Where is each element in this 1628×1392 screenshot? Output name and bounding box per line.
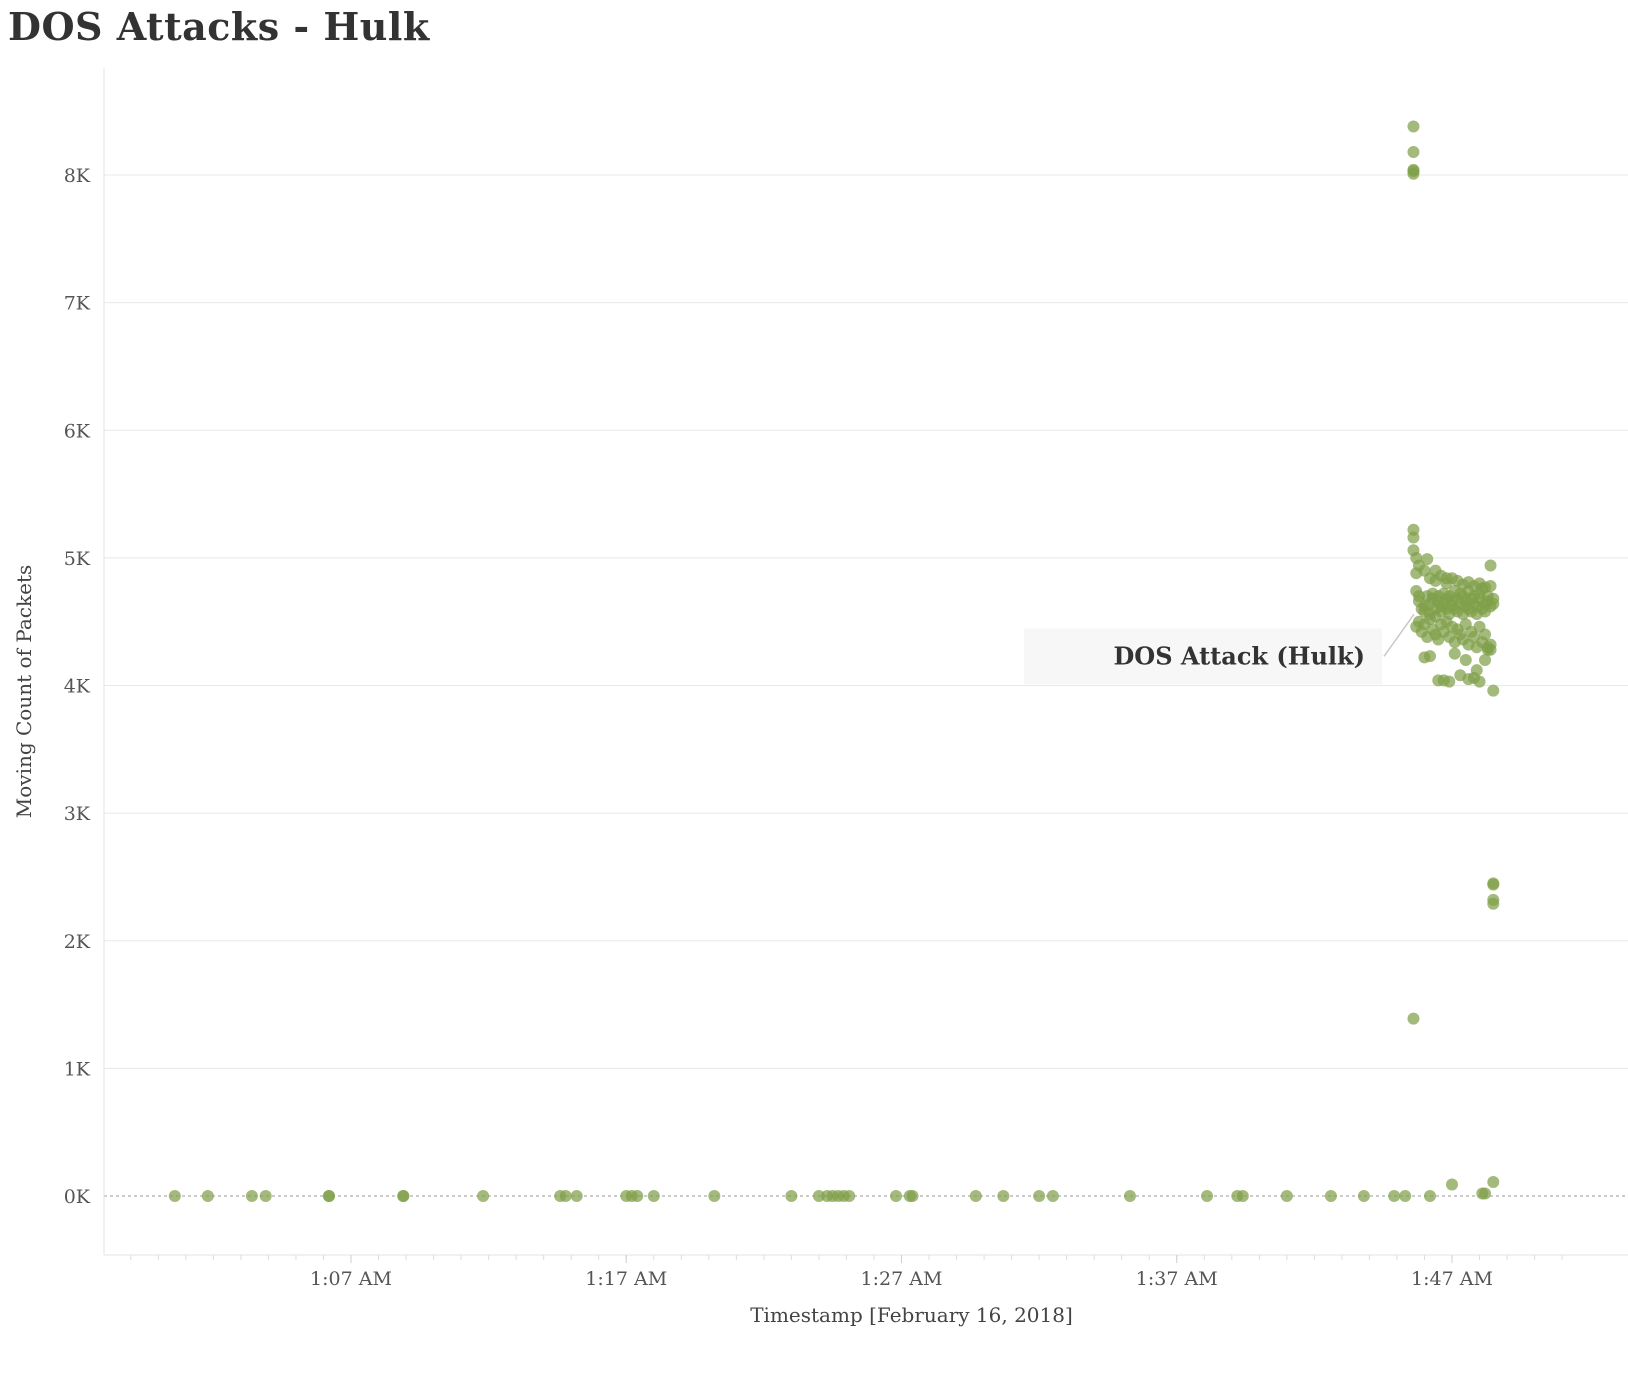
data-point xyxy=(997,1190,1010,1202)
data-point xyxy=(906,1190,919,1202)
data-point xyxy=(1487,1175,1500,1188)
data-point xyxy=(1280,1190,1293,1202)
data-point xyxy=(397,1190,410,1202)
data-point xyxy=(1421,553,1434,566)
data-point xyxy=(1459,653,1472,666)
data-points xyxy=(168,120,1500,1202)
annotation-label: DOS Attack (Hulk) xyxy=(1113,641,1365,670)
data-point xyxy=(322,1190,335,1202)
data-point xyxy=(843,1190,856,1202)
data-point xyxy=(1484,559,1497,572)
data-point xyxy=(1479,581,1492,594)
y-tick-label: 8K xyxy=(64,165,91,187)
x-minor-ticks xyxy=(130,1255,1563,1260)
y-tick-label: 6K xyxy=(64,420,91,442)
annotation: DOS Attack (Hulk) xyxy=(1024,613,1415,685)
gridlines xyxy=(104,174,1628,1197)
data-point xyxy=(1479,653,1492,666)
y-axis-title: Moving Count of Packets xyxy=(12,565,36,819)
x-tick-label: 1:37 AM xyxy=(1136,1268,1218,1290)
data-point xyxy=(1033,1190,1046,1202)
y-tick-label: 0K xyxy=(64,1186,91,1208)
data-point xyxy=(647,1190,660,1202)
data-point xyxy=(1399,1190,1412,1202)
data-point xyxy=(201,1190,214,1202)
data-point xyxy=(1388,1190,1401,1202)
data-point xyxy=(1479,1187,1492,1200)
data-point xyxy=(1443,675,1456,688)
data-point xyxy=(259,1190,272,1202)
annotation-box xyxy=(1024,628,1382,685)
y-tick-label: 1K xyxy=(64,1058,91,1080)
data-point xyxy=(1423,1190,1436,1202)
chart-title: DOS Attacks - Hulk xyxy=(8,4,430,49)
y-tick-label: 4K xyxy=(64,676,91,698)
data-point xyxy=(708,1190,721,1202)
data-point xyxy=(1407,167,1420,180)
data-point xyxy=(1423,613,1436,626)
y-tick-labels: 0K 1K 2K 3K 4K 5K 6K 7K 8K xyxy=(64,165,91,1208)
data-point xyxy=(1407,120,1420,133)
data-point xyxy=(889,1190,902,1202)
data-point xyxy=(1236,1190,1249,1202)
data-point xyxy=(1446,1178,1458,1191)
data-point xyxy=(1407,531,1420,544)
data-point xyxy=(1423,650,1436,663)
data-point xyxy=(1357,1190,1370,1202)
data-point xyxy=(1407,1012,1420,1025)
data-point xyxy=(1481,643,1494,656)
data-point xyxy=(477,1190,490,1202)
data-point xyxy=(1407,146,1420,159)
x-tick-labels: 1:07 AM 1:17 AM 1:27 AM 1:37 AM 1:47 AM xyxy=(310,1255,1493,1290)
data-point xyxy=(785,1190,798,1202)
data-point xyxy=(1123,1190,1136,1202)
data-point xyxy=(1448,647,1461,660)
y-tick-label: 2K xyxy=(64,931,91,953)
x-tick-label: 1:07 AM xyxy=(310,1268,392,1290)
y-tick-label: 5K xyxy=(64,548,91,570)
data-point xyxy=(1487,684,1500,697)
data-point xyxy=(570,1190,583,1202)
data-point xyxy=(1470,664,1483,677)
data-point xyxy=(559,1190,572,1202)
x-tick-label: 1:17 AM xyxy=(585,1268,667,1290)
data-point xyxy=(1487,878,1500,891)
data-point xyxy=(1440,572,1453,585)
data-point xyxy=(168,1190,181,1202)
data-point xyxy=(631,1190,644,1202)
data-point xyxy=(812,1190,825,1202)
annotation-leader-line xyxy=(1383,613,1415,657)
x-tick-label: 1:47 AM xyxy=(1411,1268,1493,1290)
data-point xyxy=(1429,564,1442,577)
data-point xyxy=(1473,675,1486,688)
y-tick-label: 7K xyxy=(64,293,91,315)
data-point xyxy=(245,1190,258,1202)
data-point xyxy=(1487,897,1500,910)
x-axis-title: Timestamp [February 16, 2018] xyxy=(750,1303,1073,1327)
data-point xyxy=(1487,597,1500,610)
data-point xyxy=(969,1190,982,1202)
data-point xyxy=(1324,1190,1337,1202)
y-tick-label: 3K xyxy=(64,803,91,825)
x-tick-label: 1:27 AM xyxy=(861,1268,943,1290)
data-point xyxy=(1046,1190,1059,1202)
data-point xyxy=(1201,1190,1214,1202)
data-point xyxy=(1479,628,1492,641)
